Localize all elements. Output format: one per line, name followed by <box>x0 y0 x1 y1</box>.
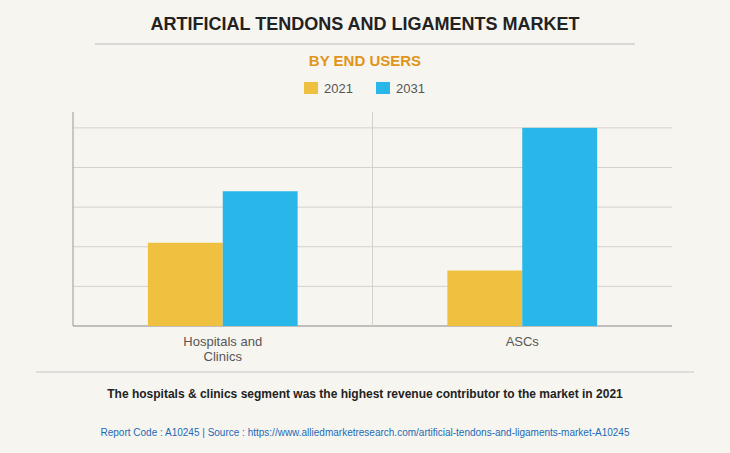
x-tick-label: Hospitals andClinics <box>183 334 262 364</box>
y-axis-line <box>73 112 74 326</box>
bar <box>223 191 298 326</box>
background <box>0 0 730 453</box>
source-text: Report Code : A10245 | Source : https://… <box>101 427 630 438</box>
subtitle: BY END USERS <box>309 52 421 69</box>
group-divider <box>372 112 373 326</box>
x-tick-label: ASCs <box>506 334 540 349</box>
legend-swatch <box>304 82 318 94</box>
bar <box>447 271 522 326</box>
legend-label: 2021 <box>324 81 353 96</box>
bar <box>522 128 597 326</box>
footer-text: The hospitals & clinics segment was the … <box>107 387 623 401</box>
bar <box>148 243 223 326</box>
title: ARTIFICIAL TENDONS AND LIGAMENTS MARKET <box>151 14 580 34</box>
legend-swatch <box>376 82 390 94</box>
title-rule <box>95 44 635 45</box>
legend-label: 2031 <box>396 81 425 96</box>
footer-rule <box>36 372 694 373</box>
bars <box>148 128 597 326</box>
legend: 2021 2031 <box>304 81 425 96</box>
chart: ARTIFICIAL TENDONS AND LIGAMENTS MARKET B… <box>0 0 730 453</box>
